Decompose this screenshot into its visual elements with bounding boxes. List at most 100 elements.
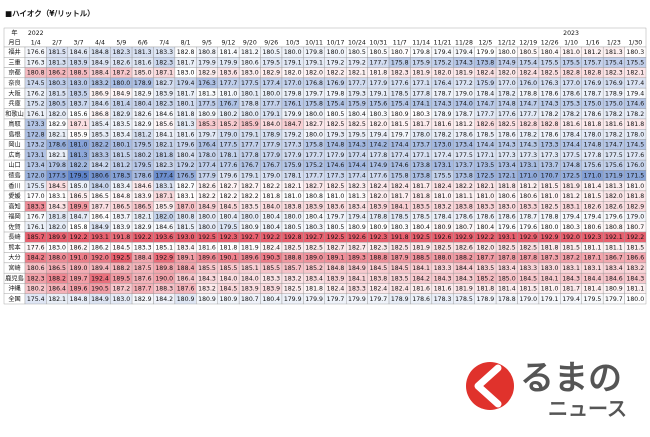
cell-value: 177.7 (262, 101, 280, 108)
row-label: 奈良 (8, 79, 20, 87)
cell-value: 181.9 (562, 183, 580, 190)
cell-value: 174.9 (498, 59, 516, 66)
cell-value: 174.7 (519, 101, 537, 108)
cell-value: 173.1 (519, 162, 537, 169)
cell-value: 177.6 (369, 173, 387, 180)
cell-value: 189.6 (70, 286, 88, 293)
cell-value: 184.3 (48, 203, 66, 210)
cell-value: 175.5 (562, 59, 580, 66)
cell-value: 179.9 (477, 49, 495, 56)
row-label: 三重 (8, 58, 20, 66)
cell-value: 176.7 (241, 162, 259, 169)
cell-value: 181.5 (48, 90, 66, 97)
cell-value: 181.8 (626, 193, 644, 200)
cell-value: 182.1 (155, 142, 173, 149)
cell-value: 185.0 (134, 70, 152, 77)
cell-value: 186.4 (91, 214, 109, 221)
cell-value: 183.8 (284, 203, 302, 210)
cell-value: 183.2 (434, 203, 452, 210)
cell-value: 180.1 (177, 101, 195, 108)
cell-value: 189.8 (155, 265, 173, 272)
cell-value: 182.1 (477, 183, 495, 190)
cell-value: 179.2 (327, 59, 345, 66)
date-label: 6/6 (138, 39, 148, 46)
cell-value: 184.5 (519, 275, 537, 282)
cell-value: 180.9 (241, 224, 259, 231)
cell-value: 184.1 (391, 203, 409, 210)
cell-value: 187.7 (477, 255, 495, 262)
cell-value: 182.0 (498, 70, 516, 77)
cell-value: 176.9 (327, 80, 345, 87)
cell-value: 173.8 (477, 59, 495, 66)
cell-value: 184.5 (48, 183, 66, 190)
cell-value: 183.0 (498, 203, 516, 210)
cell-value: 192.5 (327, 234, 345, 241)
cell-value: 180.4 (262, 214, 280, 221)
cell-value: 174.3 (434, 101, 452, 108)
cell-value: 181.7 (562, 286, 580, 293)
cell-value: 181.0 (220, 90, 238, 97)
cell-value: 181.5 (626, 244, 644, 251)
cell-value: 182.4 (369, 286, 387, 293)
cell-value: 178.2 (605, 111, 623, 118)
cell-value: 177.4 (626, 80, 644, 87)
cell-value: 180.0 (305, 111, 323, 118)
cell-value: 181.6 (412, 286, 430, 293)
cell-value: 192.3 (369, 234, 387, 241)
cell-value: 182.8 (177, 49, 195, 56)
cell-value: 189.1 (177, 255, 195, 262)
cell-value: 181.8 (626, 121, 644, 128)
cell-value: 173.8 (412, 173, 430, 180)
cell-value: 183.3 (262, 275, 280, 282)
cell-value: 182.9 (134, 296, 152, 303)
cell-value: 180.5 (327, 224, 345, 231)
cell-value: 173.7 (541, 162, 559, 169)
cell-value: 183.4 (113, 183, 131, 190)
cell-value: 174.9 (369, 162, 387, 169)
cell-value: 178.6 (455, 131, 473, 138)
cell-value: 175.6 (369, 101, 387, 108)
cell-value: 179.4 (455, 49, 473, 56)
row-label: 徳島 (8, 172, 20, 180)
cell-value: 180.8 (605, 224, 623, 231)
row-label: 長崎 (8, 233, 20, 241)
cell-value: 178.9 (434, 111, 452, 118)
cell-value: 178.1 (284, 173, 302, 180)
date-label: 10/17 (327, 39, 345, 46)
cell-value: 182.9 (113, 111, 131, 118)
cell-bg (624, 293, 647, 305)
cell-value: 191.8 (391, 234, 409, 241)
cell-value: 180.5 (327, 111, 345, 118)
date-label: 4/4 (95, 39, 105, 46)
cell-value: 186.8 (91, 111, 109, 118)
cell-value: 182.9 (262, 70, 280, 77)
cell-value: 176.4 (434, 80, 452, 87)
cell-value: 184.1 (348, 275, 366, 282)
cell-value: 187.1 (155, 193, 173, 200)
cell-value: 173.5 (477, 162, 495, 169)
cell-value: 181.8 (177, 111, 195, 118)
cell-value: 182.5 (305, 244, 323, 251)
cell-value: 184.6 (70, 49, 88, 56)
cell-value: 181.7 (412, 121, 430, 128)
cell-value: 178.6 (498, 131, 516, 138)
cell-value: 178.6 (498, 214, 516, 221)
cell-value: 175.8 (305, 101, 323, 108)
year-label: 2023 (563, 30, 579, 37)
cell-value: 186.6 (626, 255, 644, 262)
cell-value: 181.5 (177, 224, 195, 231)
cell-value: 179.1 (241, 131, 259, 138)
cell-value: 180.3 (391, 224, 409, 231)
cell-value: 177.9 (284, 152, 302, 159)
cell-value: 171.0 (519, 173, 537, 180)
cell-value: 178.2 (519, 131, 537, 138)
cell-value: 181.3 (605, 183, 623, 190)
cell-value: 183.3 (348, 286, 366, 293)
cell-value: 178.2 (626, 111, 644, 118)
cell-value: 185.9 (70, 131, 88, 138)
cell-value: 184.9 (348, 265, 366, 272)
cell-value: 182.5 (327, 183, 345, 190)
cell-value: 182.6 (134, 111, 152, 118)
cell-value: 182.2 (198, 193, 216, 200)
date-label: 10/24 (348, 39, 366, 46)
